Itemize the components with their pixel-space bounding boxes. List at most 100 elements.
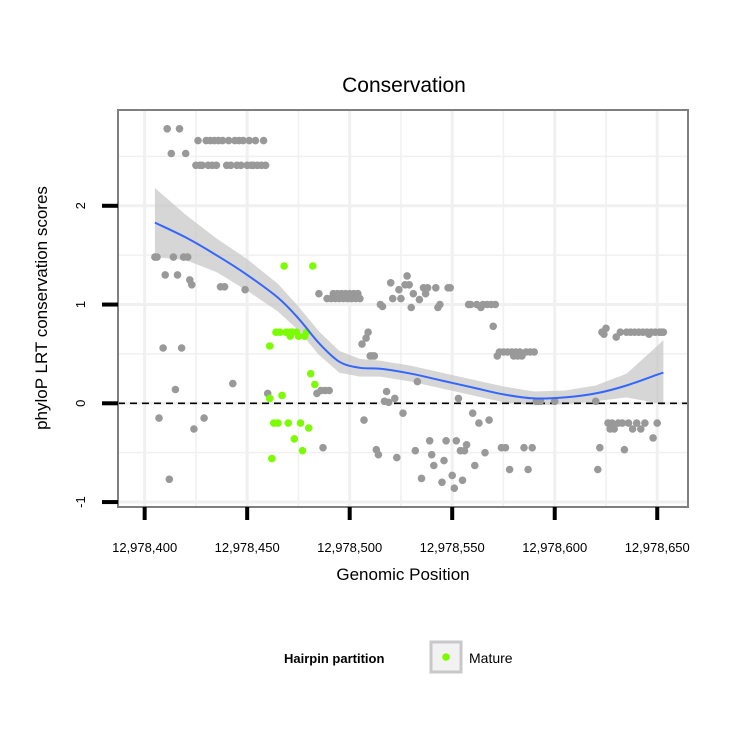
y-tick-label: 1 bbox=[73, 301, 88, 308]
data-point bbox=[198, 161, 206, 170]
data-point bbox=[395, 285, 403, 294]
data-point bbox=[594, 465, 602, 474]
data-point bbox=[602, 324, 610, 333]
data-point bbox=[442, 437, 450, 445]
data-point bbox=[454, 394, 463, 403]
data-point bbox=[637, 425, 645, 433]
y-tick-label: 2 bbox=[73, 202, 88, 209]
mature-point bbox=[298, 446, 307, 455]
data-point bbox=[460, 446, 469, 455]
mature-point bbox=[286, 332, 295, 341]
data-point bbox=[471, 461, 479, 470]
data-point bbox=[220, 283, 229, 291]
data-point bbox=[653, 419, 661, 427]
data-point bbox=[436, 300, 444, 309]
data-point bbox=[425, 437, 434, 445]
x-tick-label: 12,978,600 bbox=[522, 540, 587, 555]
data-point bbox=[167, 149, 176, 158]
data-point bbox=[550, 397, 559, 406]
data-point bbox=[356, 294, 364, 303]
data-point bbox=[358, 340, 366, 348]
data-point bbox=[481, 448, 489, 457]
data-point bbox=[386, 279, 395, 287]
data-point bbox=[153, 253, 161, 261]
mature-point bbox=[296, 419, 305, 427]
data-point bbox=[610, 425, 618, 433]
y-tick-label: 0 bbox=[73, 400, 88, 407]
data-point bbox=[462, 441, 471, 449]
legend: Hairpin partition Mature bbox=[284, 640, 513, 674]
data-point bbox=[596, 443, 604, 452]
data-point bbox=[212, 161, 221, 170]
data-point bbox=[628, 425, 637, 433]
data-point bbox=[374, 450, 383, 459]
data-point bbox=[489, 322, 498, 331]
data-point bbox=[413, 377, 422, 386]
chart-title: Conservation bbox=[342, 74, 466, 97]
data-point bbox=[155, 414, 163, 422]
data-point bbox=[251, 136, 260, 145]
mature-point bbox=[278, 391, 286, 400]
mature-point bbox=[280, 262, 288, 270]
data-point bbox=[491, 300, 500, 309]
data-point bbox=[530, 348, 538, 356]
data-point bbox=[405, 281, 414, 289]
x-tick-label: 12,978,550 bbox=[420, 540, 485, 555]
data-point bbox=[384, 398, 393, 407]
data-point bbox=[397, 294, 405, 303]
data-point bbox=[393, 453, 401, 462]
plot-border bbox=[117, 109, 689, 508]
smooth-line-group bbox=[154, 221, 664, 400]
data-point bbox=[446, 284, 455, 292]
data-point bbox=[415, 295, 424, 304]
data-point bbox=[659, 328, 668, 337]
legend-key-mature-point bbox=[442, 653, 450, 661]
confidence-ribbon-group bbox=[154, 188, 664, 406]
data-point bbox=[261, 161, 270, 170]
mature-point bbox=[265, 342, 274, 350]
x-tick-label: 12,978,500 bbox=[317, 540, 382, 555]
data-point bbox=[450, 484, 459, 493]
data-point bbox=[649, 434, 657, 442]
data-point bbox=[618, 419, 627, 427]
mature-point bbox=[268, 454, 276, 463]
data-point bbox=[438, 478, 446, 487]
data-point bbox=[259, 136, 268, 145]
data-point bbox=[183, 253, 192, 261]
data-point bbox=[407, 303, 416, 312]
data-point bbox=[411, 446, 420, 455]
mature-points-group bbox=[265, 262, 319, 463]
data-point bbox=[452, 437, 461, 445]
mature-point bbox=[309, 262, 317, 270]
data-point bbox=[227, 161, 235, 170]
other-points-group bbox=[151, 125, 668, 493]
legend-title: Hairpin partition bbox=[284, 651, 384, 666]
x-tick-label: 12,978,400 bbox=[112, 540, 177, 555]
data-point bbox=[194, 136, 202, 145]
data-point bbox=[409, 289, 418, 298]
data-point bbox=[362, 334, 370, 342]
data-point bbox=[241, 285, 249, 294]
data-point bbox=[430, 461, 438, 470]
data-point bbox=[382, 387, 391, 396]
data-point bbox=[190, 425, 198, 433]
data-point bbox=[520, 443, 528, 452]
data-point bbox=[360, 416, 368, 424]
data-point bbox=[181, 149, 190, 158]
y-axis-label: phyloP LRT conservation scores bbox=[32, 186, 51, 430]
data-point bbox=[163, 125, 171, 133]
data-point bbox=[188, 281, 196, 289]
data-point bbox=[239, 136, 247, 145]
data-point bbox=[427, 450, 436, 459]
data-point bbox=[403, 272, 411, 280]
data-point bbox=[175, 125, 184, 133]
y-tick-label: -1 bbox=[73, 496, 88, 508]
data-point bbox=[370, 352, 379, 360]
data-point bbox=[388, 294, 397, 303]
mature-point bbox=[274, 419, 282, 427]
data-point bbox=[245, 136, 253, 145]
data-point bbox=[161, 271, 169, 279]
mature-point bbox=[304, 424, 313, 432]
data-point bbox=[501, 443, 510, 452]
